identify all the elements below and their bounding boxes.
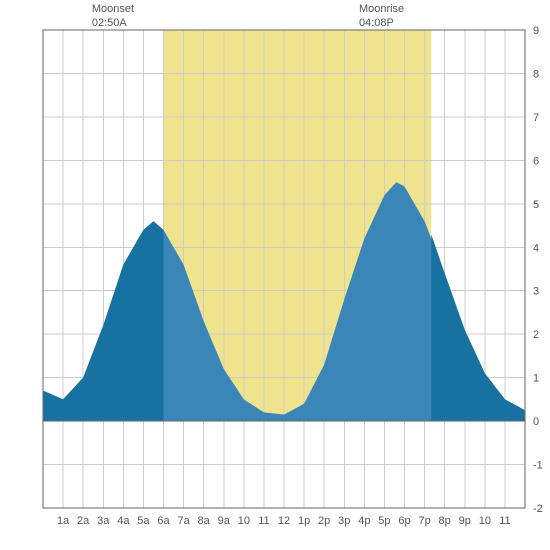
moonrise-time: 04:08P	[359, 16, 404, 30]
svg-text:3a: 3a	[97, 515, 110, 527]
svg-text:6p: 6p	[398, 515, 410, 527]
svg-text:1: 1	[533, 373, 539, 385]
svg-text:3: 3	[533, 286, 539, 298]
svg-text:8p: 8p	[439, 515, 451, 527]
svg-text:4: 4	[533, 242, 539, 254]
svg-text:9: 9	[533, 25, 539, 37]
svg-text:9a: 9a	[218, 515, 231, 527]
moonset-label: Moonset	[92, 2, 134, 16]
svg-text:2: 2	[533, 329, 539, 341]
svg-text:5p: 5p	[378, 515, 390, 527]
svg-text:4p: 4p	[358, 515, 370, 527]
svg-text:2a: 2a	[77, 515, 90, 527]
svg-text:8a: 8a	[198, 515, 211, 527]
svg-text:4a: 4a	[117, 515, 130, 527]
svg-text:9p: 9p	[459, 515, 471, 527]
svg-text:3p: 3p	[338, 515, 350, 527]
svg-text:10: 10	[479, 515, 491, 527]
svg-text:5a: 5a	[137, 515, 150, 527]
moonrise-annotation: Moonrise 04:08P	[359, 2, 404, 31]
svg-text:-2: -2	[533, 503, 543, 515]
moonset-time: 02:50A	[92, 16, 134, 30]
tide-chart: 1a2a3a4a5a6a7a8a9a1011121p2p3p4p5p6p7p8p…	[0, 0, 550, 550]
svg-text:0: 0	[533, 416, 539, 428]
svg-text:11: 11	[258, 515, 269, 527]
svg-text:1p: 1p	[298, 515, 310, 527]
svg-text:7p: 7p	[418, 515, 430, 527]
svg-text:-1: -1	[533, 460, 543, 472]
svg-text:11: 11	[499, 515, 510, 527]
svg-text:2p: 2p	[318, 515, 330, 527]
svg-text:6: 6	[533, 155, 539, 167]
svg-text:10: 10	[238, 515, 250, 527]
moonrise-label: Moonrise	[359, 2, 404, 16]
moonset-annotation: Moonset 02:50A	[92, 2, 134, 31]
svg-text:8: 8	[533, 68, 539, 80]
svg-text:1a: 1a	[57, 515, 70, 527]
svg-text:12: 12	[278, 515, 290, 527]
svg-text:7a: 7a	[177, 515, 190, 527]
svg-text:7: 7	[533, 112, 539, 124]
chart-svg: 1a2a3a4a5a6a7a8a9a1011121p2p3p4p5p6p7p8p…	[0, 0, 550, 550]
svg-text:5: 5	[533, 199, 539, 211]
svg-text:6a: 6a	[157, 515, 170, 527]
